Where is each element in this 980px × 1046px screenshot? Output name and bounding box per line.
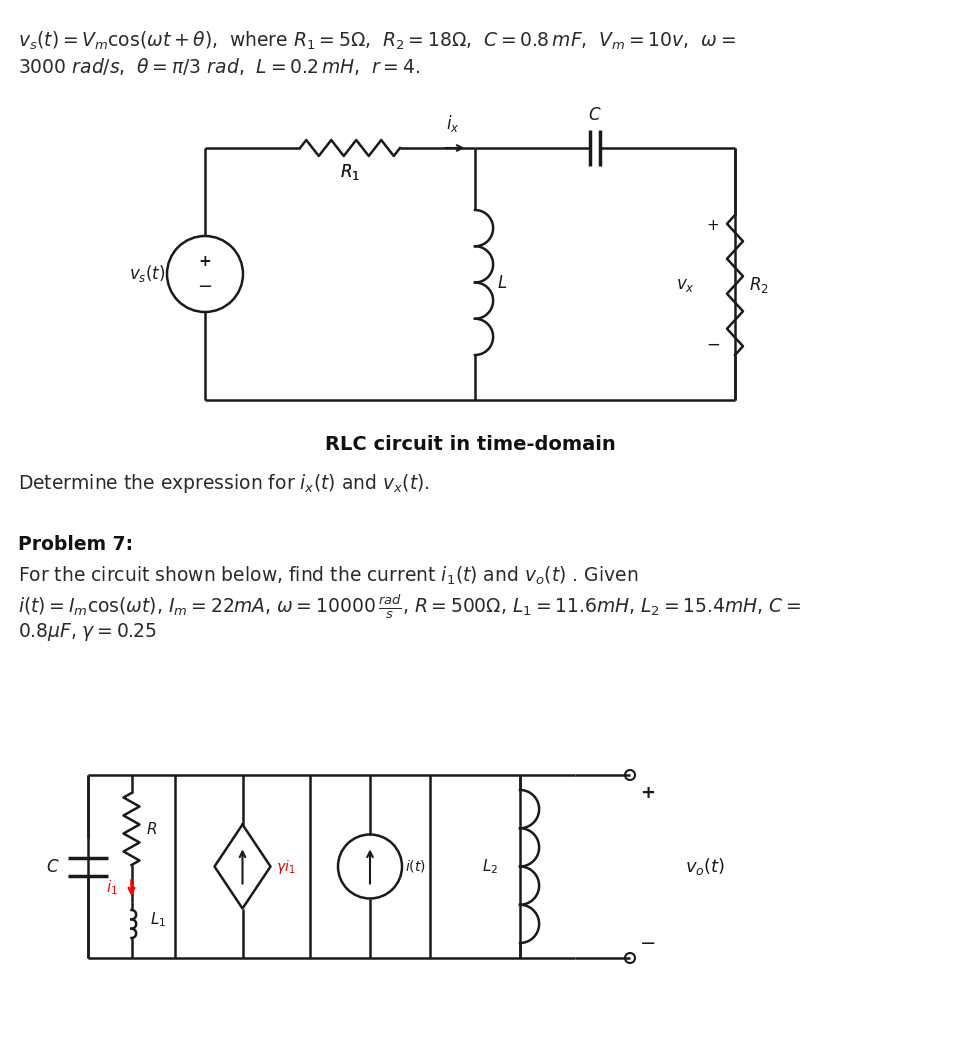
- Text: $\gamma i_1$: $\gamma i_1$: [275, 858, 295, 876]
- Text: $v_s(t) = V_m\cos(\omega t + \theta)$,  where $R_1 = 5\Omega$,  $R_2 = 18\Omega$: $v_s(t) = V_m\cos(\omega t + \theta)$, w…: [18, 30, 736, 52]
- Text: −: −: [197, 278, 213, 296]
- Text: $R$: $R$: [145, 821, 157, 837]
- Text: $0.8\mu F$, $\gamma = 0.25$: $0.8\mu F$, $\gamma = 0.25$: [18, 621, 157, 643]
- Text: $i(t) = I_m\cos(\omega t)$, $I_m = 22mA$, $\omega = 10000\,\frac{rad}{s}$, $R = : $i(t) = I_m\cos(\omega t)$, $I_m = 22mA$…: [18, 593, 802, 621]
- Text: $L_2$: $L_2$: [482, 857, 498, 876]
- Text: $v_o(t)$: $v_o(t)$: [685, 856, 725, 877]
- Text: $L_1$: $L_1$: [150, 911, 166, 929]
- Text: For the circuit shown below, find the current $i_1(t)$ and $v_o(t)$ . Given: For the circuit shown below, find the cu…: [18, 565, 638, 587]
- Text: $C$: $C$: [588, 106, 602, 124]
- Text: $L$: $L$: [497, 273, 508, 292]
- Text: $3000\ rad/s$,  $\theta = \pi/3\ rad$,  $L = 0.2\,mH$,  $r = 4$.: $3000\ rad/s$, $\theta = \pi/3\ rad$, $L…: [18, 56, 420, 77]
- Text: $v_x$: $v_x$: [675, 276, 695, 294]
- Text: $v_s(t)$: $v_s(t)$: [128, 264, 166, 285]
- Text: RLC circuit in time-domain: RLC circuit in time-domain: [324, 435, 615, 454]
- Text: $R_1$: $R_1$: [340, 162, 360, 182]
- Text: $i_1$: $i_1$: [106, 879, 118, 897]
- Text: $i_x$: $i_x$: [446, 113, 460, 134]
- Text: $R_2$: $R_2$: [749, 275, 768, 295]
- Text: +: +: [641, 784, 656, 802]
- Text: $C$: $C$: [46, 858, 60, 876]
- Text: −: −: [706, 336, 720, 354]
- Text: Determine the expression for $i_x(t)$ and $v_x(t)$.: Determine the expression for $i_x(t)$ an…: [18, 472, 429, 495]
- Text: +: +: [707, 218, 719, 232]
- Text: +: +: [199, 254, 212, 270]
- Text: −: −: [640, 933, 657, 953]
- Text: $i(t)$: $i(t)$: [405, 859, 426, 874]
- Text: Problem 7:: Problem 7:: [18, 535, 133, 554]
- Text: $R_1$: $R_1$: [340, 162, 360, 182]
